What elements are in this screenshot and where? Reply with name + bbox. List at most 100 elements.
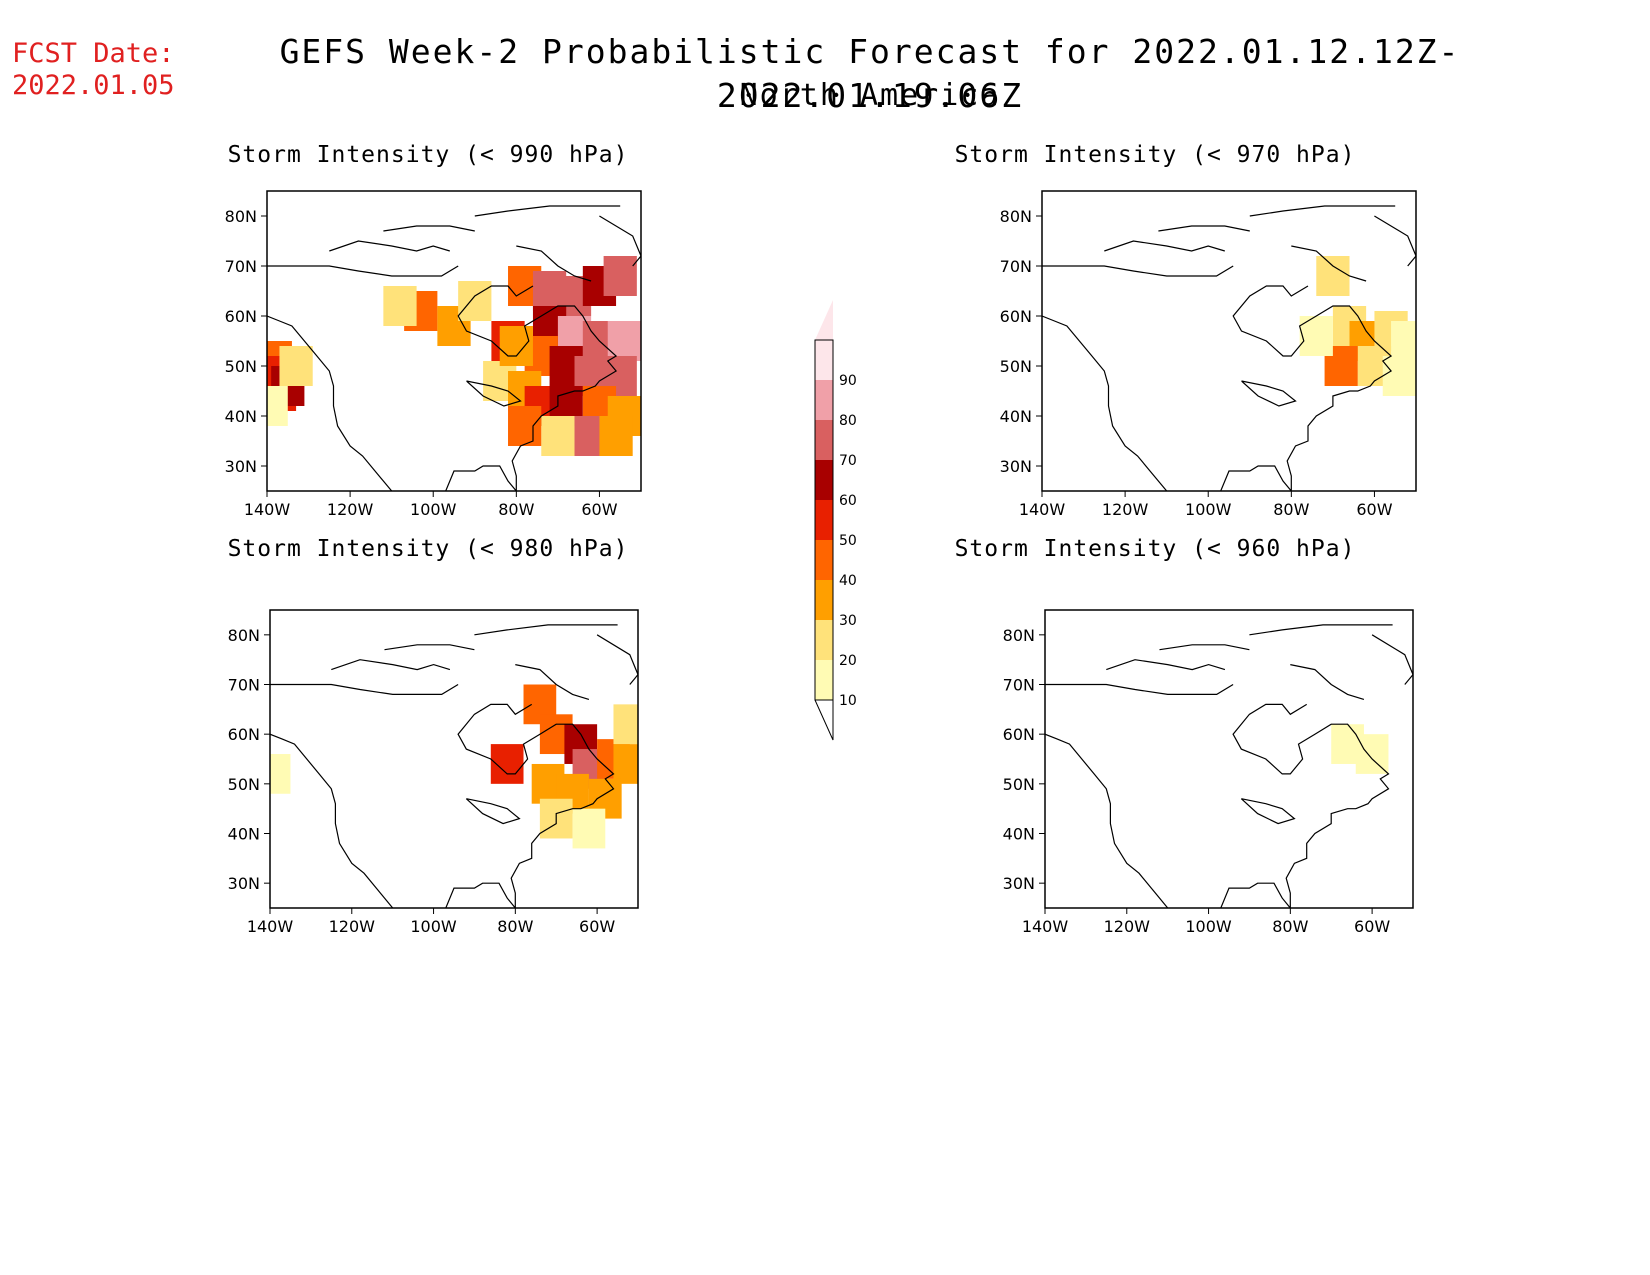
arctic-coastline [383,225,475,232]
lon-tick-label: 60W [1354,917,1390,936]
lon-tick-label: 60W [1356,500,1392,519]
map-frame [1044,609,1414,909]
lat-tick-label: 70N [225,257,257,276]
probability-cell [599,416,633,456]
page-title: GEFS Week-2 Probabilistic Forecast for 2… [279,32,1461,115]
lon-tick-label: 120W [329,917,376,936]
colorbar-segment [815,620,833,660]
arctic-coastline [1045,683,1234,695]
colorbar-level-label: 10 [839,693,857,709]
arctic-coastline [1159,644,1250,651]
probability-cell [267,386,288,426]
colorbar-top-cap [815,300,833,340]
probability-field [270,624,638,908]
lon-tick-label: 120W [327,500,374,519]
west-coastline [270,733,394,908]
colorbar-segment [815,500,833,540]
arctic-coastline [599,215,641,267]
probability-field [267,205,641,491]
colorbar-segment [815,580,833,620]
probability-cell [572,808,606,849]
great-lakes-outline [1241,380,1297,407]
arctic-coastline [329,240,450,252]
probability-cell [603,256,637,296]
east-coastline [1220,285,1393,491]
lat-tick-label: 60N [1000,307,1032,326]
colorbar-level-label: 90 [839,373,857,389]
lon-tick-label: 80W [1272,917,1308,936]
arctic-coastline [596,634,638,685]
lat-tick-label: 70N [228,676,260,695]
probability-cell [1382,356,1416,396]
lat-tick-label: 70N [1003,676,1035,695]
arctic-coastline [1104,240,1225,252]
panel-title-980: Storm Intensity (< 980 hPa) [227,536,629,562]
arctic-coastline [384,644,475,651]
colorbar: 10 20 30 40 50 60 70 80 90 [814,300,857,741]
colorbar-segment [815,540,833,580]
arctic-coastline [516,245,592,282]
great-lakes-outline [465,798,521,825]
arctic-coastline [1371,634,1413,685]
header: FCST Date: 2022.01.05 GEFS Week-2 Probab… [0,0,1650,130]
map-frame [1041,190,1417,492]
lon-tick-label: 100W [1185,500,1232,519]
map-frame [269,609,639,909]
lat-tick-label: 30N [1000,457,1032,476]
lat-tick-label: 60N [225,307,257,326]
lon-tick-label: 80W [1273,500,1309,519]
map-frame [266,190,642,492]
lon-tick-label: 140W [244,500,291,519]
panel-title-970: Storm Intensity (< 970 hPa) [954,142,1356,168]
probability-cell [383,286,417,326]
lon-tick-label: 140W [1022,917,1069,936]
west-coastline [1045,733,1169,908]
colorbar-level-label: 50 [839,533,857,549]
lat-tick-label: 50N [1003,775,1035,794]
west-coastline [1042,315,1168,491]
arctic-coastline [1290,664,1365,700]
probability-cell [499,326,533,366]
colorbar-segment [815,460,833,500]
lon-tick-label: 140W [247,917,294,936]
colorbar-level-label: 80 [839,413,857,429]
colorbar-bottom-cap [814,699,834,741]
lat-tick-label: 80N [1003,626,1035,645]
probability-cell [508,406,542,446]
probability-cell [1316,256,1350,296]
arctic-coastline [515,664,590,700]
arctic-coastline [1106,659,1226,671]
lon-tick-label: 120W [1102,500,1149,519]
lat-tick-label: 80N [228,626,260,645]
lat-tick-label: 30N [228,874,260,893]
probability-cell [1355,734,1389,774]
colorbar-segment [815,340,833,380]
map-panel-p960: 80N 70N 60N 50N 40N 30N 140W 120W 100W 80W 60W [1003,609,1414,936]
forecast-date-block: FCST Date: 2022.01.05 [12,38,175,102]
probability-cell [613,704,638,745]
lat-tick-label: 50N [1000,357,1032,376]
lat-tick-label: 60N [228,725,260,744]
lon-tick-label: 100W [1185,917,1232,936]
panel-title-990: Storm Intensity (< 990 hPa) [227,142,629,168]
lat-tick-label: 80N [1000,207,1032,226]
colorbar-level-label: 70 [839,453,857,469]
probability-cell [270,754,291,794]
map-panel-p980: 80N 70N 60N 50N 40N 30N 140W 120W 100W 80W 60W [228,609,639,936]
lat-tick-label: 40N [228,825,260,844]
lon-tick-label: 80W [497,917,533,936]
probability-cell [458,281,492,321]
arctic-coastline [1158,225,1250,232]
lat-tick-label: 40N [1000,407,1032,426]
colorbar-level-label: 20 [839,653,857,669]
probability-field [1045,624,1413,908]
fcst-label: FCST Date: [12,38,175,69]
lat-tick-label: 50N [228,775,260,794]
probability-cell [279,346,313,386]
east-coastline [445,285,618,491]
probability-field [1042,205,1416,491]
fcst-date: 2022.01.05 [12,70,175,101]
arctic-coastline [270,683,459,695]
lon-tick-label: 100W [410,500,457,519]
